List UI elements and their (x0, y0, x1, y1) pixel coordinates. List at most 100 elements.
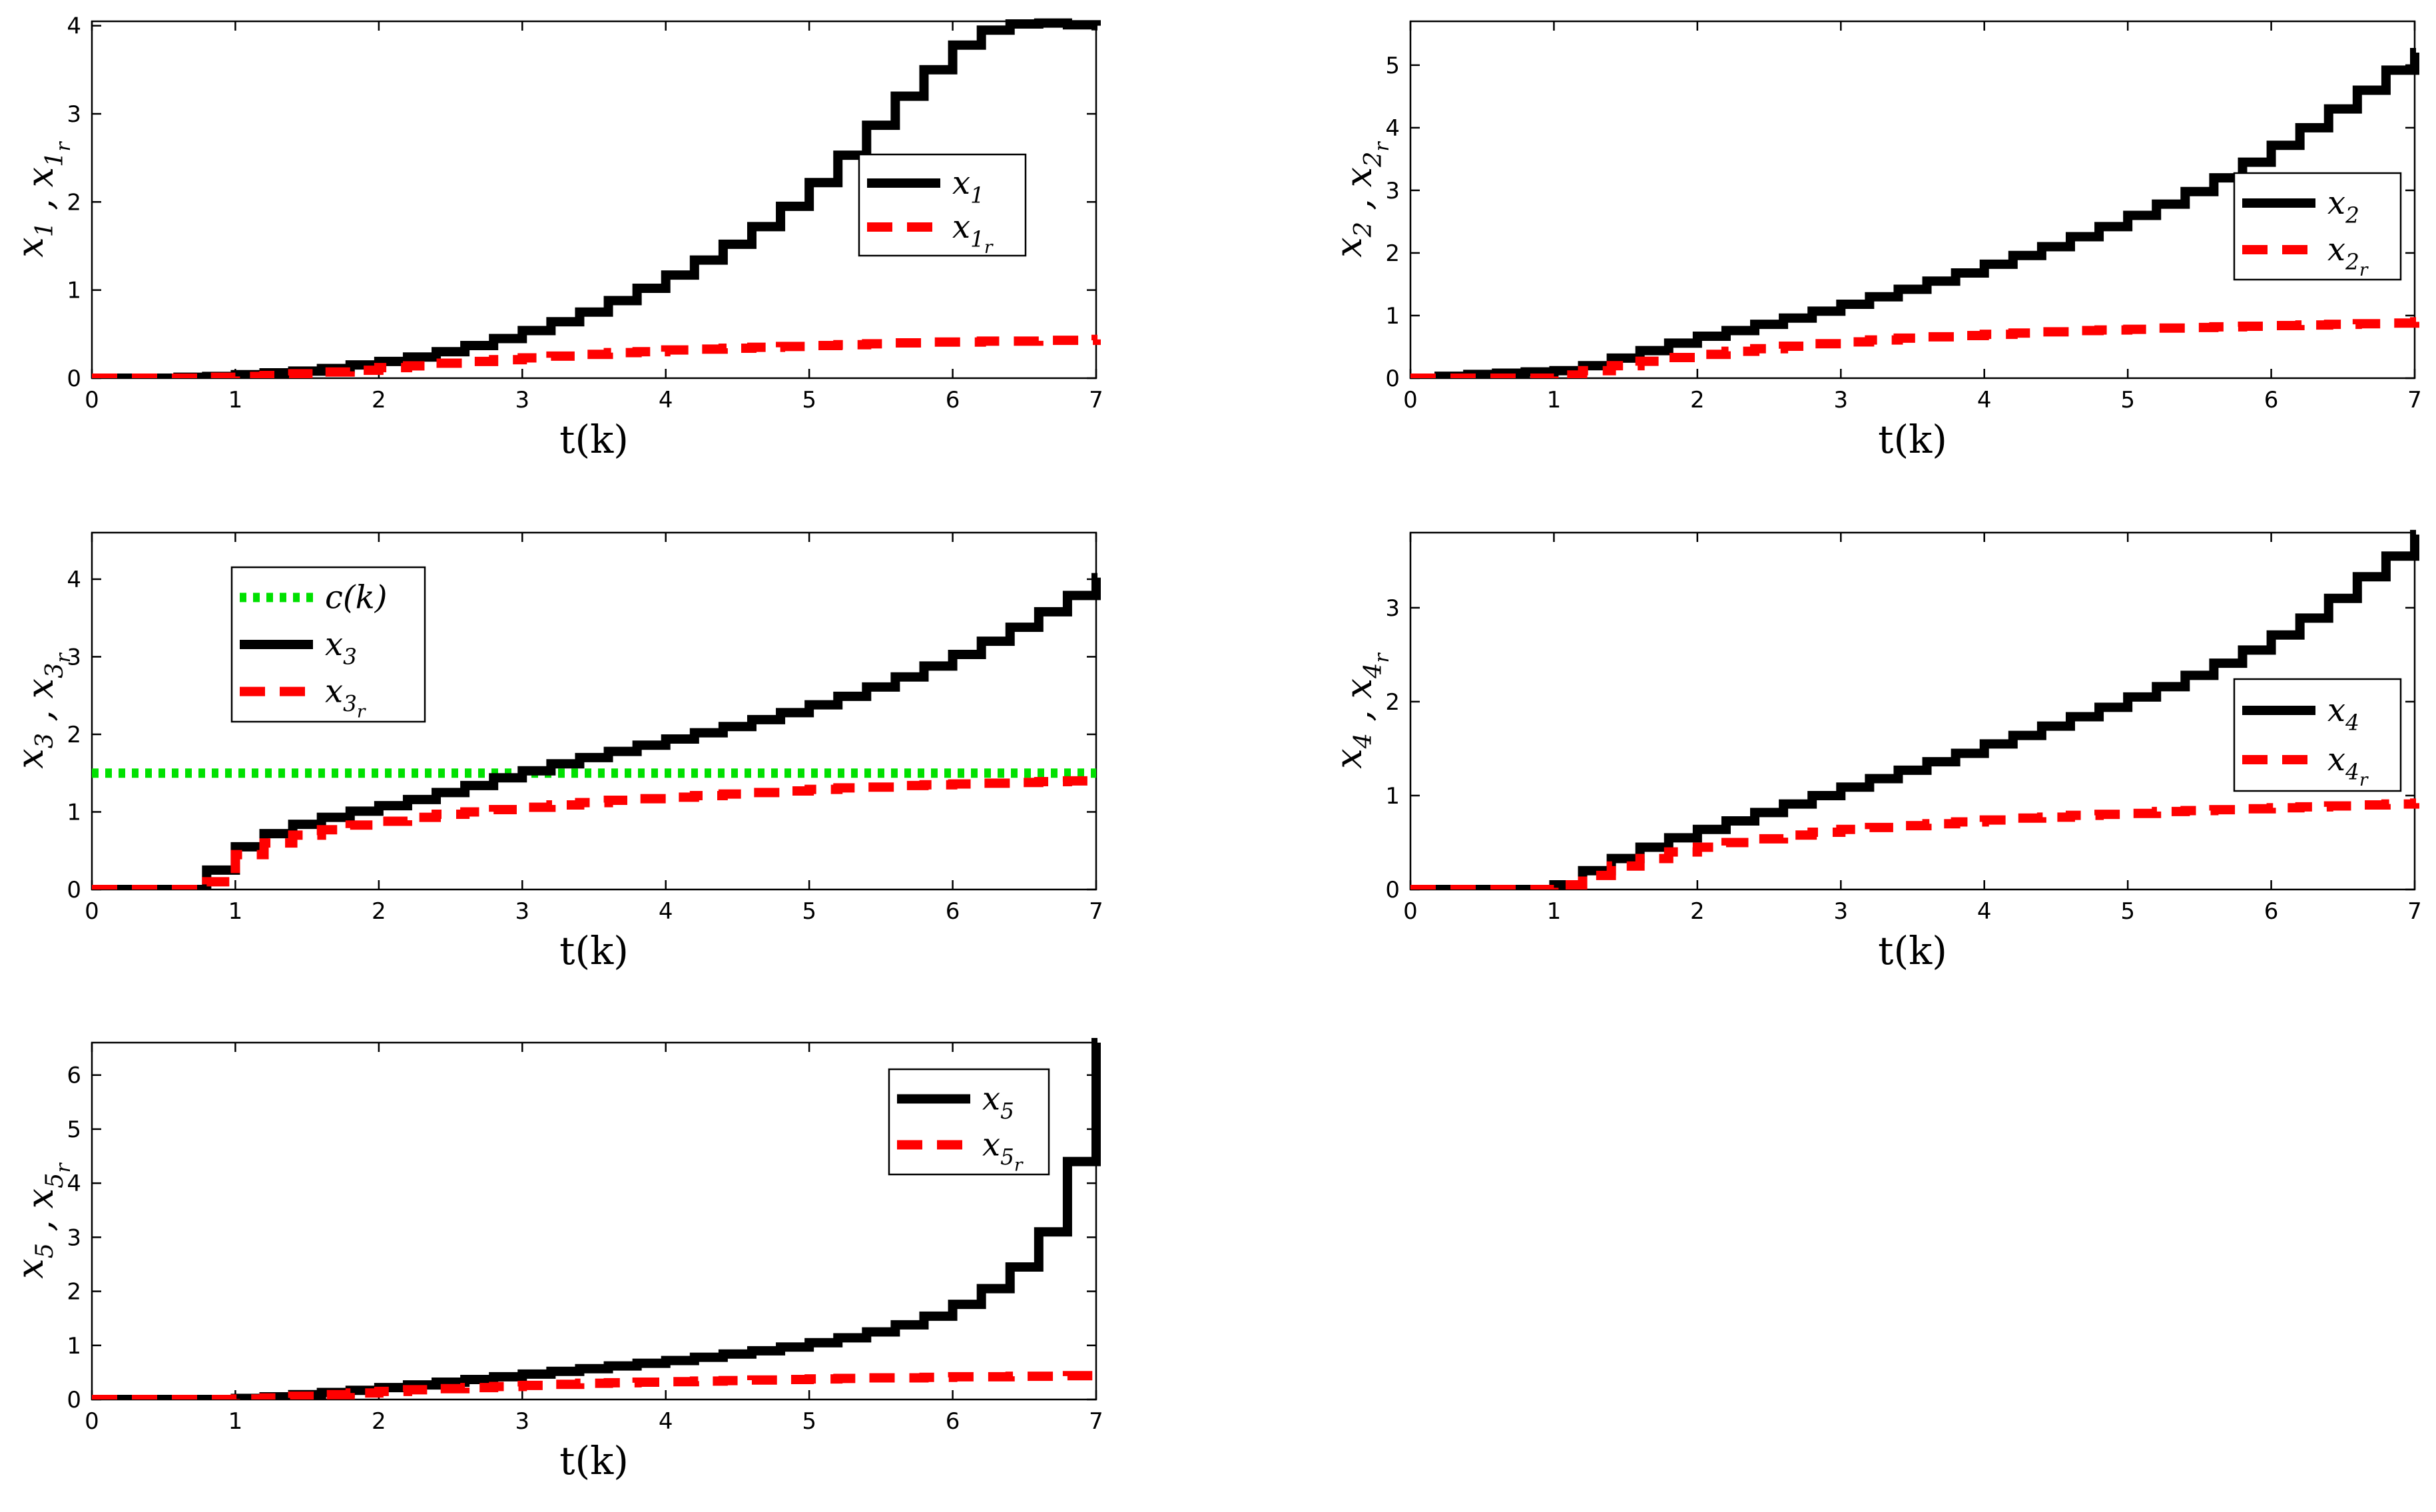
legend-label: x1r (952, 208, 994, 258)
y-tick-label: 5 (1385, 53, 1400, 79)
x-tick-label: 7 (2407, 898, 2422, 925)
x-tick-label: 6 (946, 387, 960, 413)
x-axis-label: t(k) (559, 928, 629, 973)
x-tick-label: 7 (2407, 387, 2422, 413)
x-tick-label: 4 (1977, 898, 1992, 925)
y-tick-label: 4 (67, 13, 81, 40)
x-tick-label: 2 (372, 387, 386, 413)
x-tick-label: 6 (946, 1408, 960, 1435)
series-x5r (92, 1370, 1101, 1399)
x-tick-label: 0 (1403, 387, 1418, 413)
x-tick-label: 2 (372, 1408, 386, 1435)
legend-box (2233, 678, 2402, 792)
x-axis-label: t(k) (1878, 928, 1947, 973)
series-x5 (92, 1038, 1101, 1399)
x-axis-label: t(k) (559, 417, 629, 462)
y-tick-label: 1 (1385, 783, 1400, 810)
x-tick-label: 1 (228, 898, 243, 925)
x-tick-label: 4 (659, 1408, 673, 1435)
y-tick-label: 2 (67, 189, 81, 216)
legend-box (2233, 172, 2402, 281)
y-tick-label: 3 (67, 101, 81, 128)
y-tick-label: 0 (1385, 877, 1400, 903)
legend-label: c(k) (325, 579, 387, 616)
y-tick-label: 0 (67, 1387, 81, 1413)
y-tick-label: 4 (67, 1170, 81, 1197)
y-tick-label: 2 (1385, 689, 1400, 716)
legend-label: x4r (2327, 741, 2369, 790)
legend-label: x5r (982, 1127, 1024, 1176)
x-tick-label: 2 (1690, 898, 1705, 925)
y-axis-label: x3 , x3r (9, 652, 75, 769)
x-tick-label: 0 (85, 387, 99, 413)
y-tick-label: 2 (67, 1279, 81, 1306)
x-tick-label: 7 (1089, 898, 1103, 925)
y-tick-label: 2 (67, 722, 81, 748)
y-tick-label: 1 (67, 1333, 81, 1360)
legend-label: x2 (2327, 184, 2359, 228)
y-tick-label: 3 (67, 1224, 81, 1251)
y-axis-label: x5 , x5r (9, 1162, 75, 1279)
x-tick-label: 4 (1977, 387, 1992, 413)
x-tick-label: 3 (1833, 387, 1848, 413)
y-axis-label: x1 , x1r (9, 141, 75, 258)
legend-box (888, 1068, 1050, 1176)
x-tick-label: 3 (515, 1408, 529, 1435)
x-tick-label: 5 (2120, 387, 2135, 413)
legend-label: x4 (2327, 692, 2359, 735)
series-x3r (92, 774, 1101, 889)
y-tick-label: 0 (67, 366, 81, 392)
x-tick-label: 2 (372, 898, 386, 925)
x-tick-label: 5 (802, 387, 816, 413)
y-tick-label: 1 (1385, 303, 1400, 330)
series-x4r (1410, 798, 2419, 889)
x-tick-label: 3 (515, 898, 529, 925)
x-tick-label: 1 (228, 387, 243, 413)
x-tick-label: 6 (946, 898, 960, 925)
x-tick-label: 6 (2264, 387, 2279, 413)
x-tick-label: 4 (659, 898, 673, 925)
x-tick-label: 0 (85, 898, 99, 925)
y-tick-label: 3 (67, 644, 81, 670)
y-tick-label: 0 (67, 877, 81, 903)
y-tick-label: 1 (67, 278, 81, 304)
x-tick-label: 1 (1547, 387, 1562, 413)
y-tick-label: 0 (1385, 366, 1400, 392)
series-x2r (1410, 317, 2419, 378)
x-tick-label: 1 (228, 1408, 243, 1435)
x-tick-label: 0 (1403, 898, 1418, 925)
legend-label: x3r (325, 673, 366, 722)
x-tick-label: 7 (1089, 387, 1103, 413)
y-tick-label: 3 (1385, 595, 1400, 622)
y-tick-label: 1 (67, 799, 81, 826)
x-tick-label: 0 (85, 1408, 99, 1435)
x-axis-label: t(k) (559, 1438, 629, 1483)
y-tick-label: 6 (67, 1063, 81, 1089)
x-tick-label: 5 (2120, 898, 2135, 925)
x-tick-label: 4 (659, 387, 673, 413)
y-axis-label: x2 , x2r (1328, 141, 1394, 258)
x-tick-label: 5 (802, 898, 816, 925)
y-tick-label: 2 (1385, 240, 1400, 267)
x-axis-label: t(k) (1878, 417, 1947, 462)
y-axis-label: x4 , x4r (1328, 652, 1394, 769)
x-tick-label: 1 (1547, 898, 1562, 925)
x-tick-label: 7 (1089, 1408, 1103, 1435)
legend-label: x1 (952, 164, 984, 208)
x-tick-label: 5 (802, 1408, 816, 1435)
y-tick-label: 3 (1385, 178, 1400, 204)
x-tick-label: 2 (1690, 387, 1705, 413)
x-tick-label: 6 (2264, 898, 2279, 925)
legend-label: x2r (2327, 231, 2369, 280)
